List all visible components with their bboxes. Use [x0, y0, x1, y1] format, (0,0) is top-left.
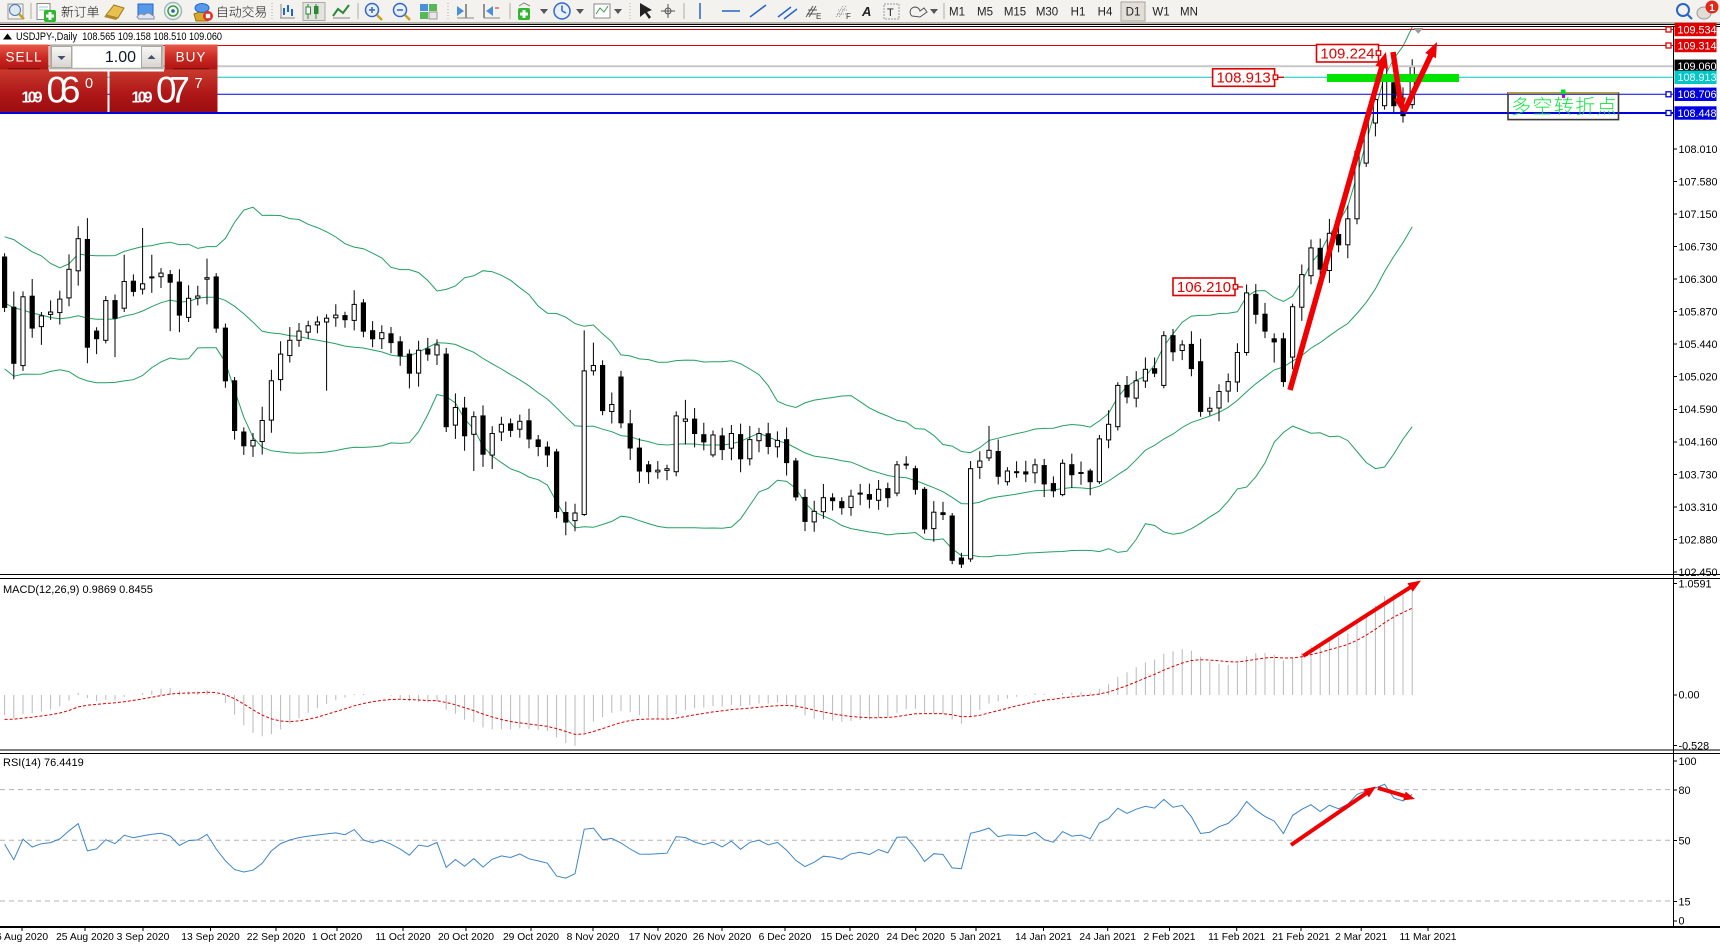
svg-text:107.150: 107.150	[1679, 209, 1718, 221]
svg-text:108.448: 108.448	[1678, 108, 1717, 120]
svg-text:1.00: 1.00	[105, 49, 136, 66]
svg-text:2 Mar 2021: 2 Mar 2021	[1335, 932, 1387, 943]
svg-text:50: 50	[1679, 836, 1691, 848]
svg-text:105.020: 105.020	[1679, 372, 1718, 384]
svg-text:102.880: 102.880	[1679, 534, 1718, 546]
svg-text:SELL: SELL	[5, 50, 42, 65]
svg-text:104.590: 104.590	[1679, 404, 1718, 416]
svg-text:80: 80	[1679, 785, 1691, 797]
svg-text:M15: M15	[1004, 7, 1026, 19]
svg-text:15 Dec 2020: 15 Dec 2020	[821, 932, 880, 943]
svg-text:22 Sep 2020: 22 Sep 2020	[247, 932, 306, 943]
svg-text:11 Oct 2020: 11 Oct 2020	[375, 932, 431, 943]
svg-text:24 Dec 2020: 24 Dec 2020	[886, 932, 945, 943]
svg-text:109.060: 109.060	[1678, 61, 1717, 73]
svg-text:26 Nov 2020: 26 Nov 2020	[693, 932, 752, 943]
svg-text:0: 0	[1679, 916, 1685, 928]
svg-text:108.913: 108.913	[1678, 72, 1717, 84]
svg-text:29 Oct 2020: 29 Oct 2020	[503, 932, 559, 943]
svg-text:BUY: BUY	[176, 50, 207, 65]
svg-text:21 Feb 2021: 21 Feb 2021	[1272, 932, 1330, 943]
svg-text:108.706: 108.706	[1678, 89, 1717, 101]
svg-text:7: 7	[195, 76, 203, 92]
svg-text:103.310: 103.310	[1679, 502, 1718, 514]
svg-text:A: A	[861, 4, 871, 19]
svg-text:11 Mar 2021: 11 Mar 2021	[1399, 932, 1456, 943]
svg-text:6 Dec 2020: 6 Dec 2020	[759, 932, 812, 943]
svg-text:M1: M1	[949, 7, 965, 19]
svg-text:11 Feb 2021: 11 Feb 2021	[1208, 932, 1265, 943]
svg-text:109: 109	[22, 90, 43, 107]
svg-text:24 Jan 2021: 24 Jan 2021	[1079, 932, 1136, 943]
svg-text:109.224: 109.224	[1320, 45, 1374, 62]
svg-text:MN: MN	[1180, 7, 1198, 19]
svg-text:1: 1	[1709, 3, 1715, 14]
svg-text:1 Oct 2020: 1 Oct 2020	[312, 932, 363, 943]
svg-text:104.160: 104.160	[1679, 437, 1718, 449]
svg-text:25 Aug 2020: 25 Aug 2020	[56, 932, 114, 943]
svg-text:0.00: 0.00	[1679, 690, 1700, 702]
svg-text:105.870: 105.870	[1679, 307, 1718, 319]
svg-text:M30: M30	[1036, 7, 1058, 19]
svg-text:D1: D1	[1126, 7, 1141, 19]
svg-text:-0.528: -0.528	[1679, 740, 1710, 752]
svg-text:106.210: 106.210	[1177, 279, 1231, 296]
svg-text:14 Jan 2021: 14 Jan 2021	[1015, 932, 1072, 943]
svg-text:F: F	[846, 12, 851, 21]
svg-text:3 Sep 2020: 3 Sep 2020	[117, 932, 170, 943]
svg-text:13 Sep 2020: 13 Sep 2020	[181, 932, 240, 943]
svg-text:M5: M5	[977, 7, 993, 19]
svg-text:H1: H1	[1071, 7, 1086, 19]
svg-text:8 Nov 2020: 8 Nov 2020	[567, 932, 620, 943]
svg-text:1.0591: 1.0591	[1679, 579, 1712, 591]
svg-text:105.440: 105.440	[1679, 339, 1718, 351]
svg-text:100: 100	[1679, 756, 1697, 768]
svg-text:106.730: 106.730	[1679, 241, 1718, 253]
svg-text:MACD(12,26,9) 0.9869 0.8455: MACD(12,26,9) 0.9869 0.8455	[3, 584, 153, 596]
svg-text:106.300: 106.300	[1679, 274, 1718, 286]
svg-text:107.580: 107.580	[1679, 176, 1718, 188]
svg-text:109.534: 109.534	[1678, 24, 1717, 36]
svg-text:108.010: 108.010	[1679, 144, 1718, 156]
svg-text:15: 15	[1679, 897, 1691, 909]
svg-text:07: 07	[156, 70, 190, 111]
svg-text:5 Jan 2021: 5 Jan 2021	[951, 932, 1002, 943]
svg-text:T: T	[887, 7, 894, 19]
svg-text:109: 109	[132, 90, 153, 107]
svg-text:H4: H4	[1098, 7, 1113, 19]
svg-text:2 Feb 2021: 2 Feb 2021	[1143, 932, 1195, 943]
svg-text:102.450: 102.450	[1679, 567, 1718, 579]
svg-text:E: E	[816, 12, 821, 21]
svg-text:109.314: 109.314	[1678, 40, 1717, 52]
svg-text:103.730: 103.730	[1679, 469, 1718, 481]
svg-text:W1: W1	[1152, 7, 1169, 19]
svg-text:6 Aug 2020: 6 Aug 2020	[0, 932, 48, 943]
svg-text:20 Oct 2020: 20 Oct 2020	[438, 932, 494, 943]
svg-text:17 Nov 2020: 17 Nov 2020	[629, 932, 688, 943]
svg-text:06: 06	[47, 70, 81, 111]
svg-text:USDJPY-,Daily 108.565 109.158: USDJPY-,Daily 108.565 109.158 108.510 10…	[16, 31, 222, 43]
svg-text:0: 0	[85, 76, 93, 92]
svg-text:108.913: 108.913	[1216, 70, 1270, 87]
svg-text:RSI(14) 76.4419: RSI(14) 76.4419	[3, 757, 84, 769]
